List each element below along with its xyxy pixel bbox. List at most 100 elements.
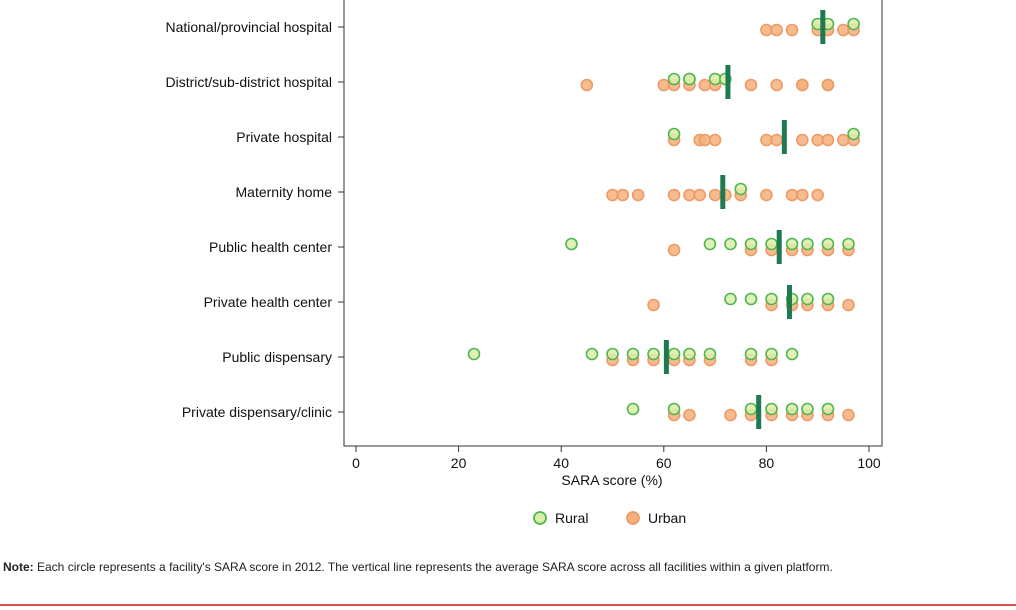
plot-area [343, 0, 883, 447]
rural-point [626, 347, 640, 361]
rural-point [565, 237, 578, 251]
rural-point [842, 237, 855, 251]
y-tick-label: Maternity home [236, 184, 333, 200]
sara-score-chart: National/provincial hospital District/sub… [165, 0, 883, 526]
x-tick-label: 40 [553, 455, 569, 471]
y-tick-label: Public dispensary [222, 349, 332, 365]
urban-point [606, 188, 619, 202]
average-line [756, 395, 762, 429]
average-line [725, 65, 731, 99]
rural-point [765, 292, 778, 306]
x-tick-label: 100 [857, 455, 881, 471]
urban-point [770, 78, 783, 92]
rural-point [821, 402, 835, 416]
y-tick-label: Public health center [209, 239, 332, 255]
rural-point [765, 347, 778, 361]
average-line [720, 175, 726, 209]
rural-point [724, 292, 737, 306]
rural-point [708, 72, 722, 86]
rural-legend-marker [533, 511, 547, 525]
urban-point [821, 133, 835, 147]
urban-point [708, 133, 722, 147]
rural-point [703, 347, 717, 361]
urban-point [760, 23, 773, 37]
urban-point [760, 188, 773, 202]
x-tick-label: 20 [451, 455, 467, 471]
rural-point [785, 237, 799, 251]
rural-point [847, 17, 860, 31]
footer-divider [0, 604, 1016, 606]
urban-point [631, 188, 645, 202]
average-line [663, 340, 669, 374]
urban-point [744, 78, 758, 92]
y-axis: National/provincial hospital District/sub… [165, 19, 344, 420]
rural-point [667, 127, 681, 141]
urban-point [667, 188, 681, 202]
urban-point [698, 133, 712, 147]
urban-point [693, 188, 707, 202]
y-tick-label: Private dispensary/clinic [182, 404, 332, 420]
rural-legend-label: Rural [555, 510, 588, 526]
urban-point [683, 188, 696, 202]
urban-point [837, 133, 850, 147]
urban-point [811, 133, 825, 147]
urban-point [616, 188, 630, 202]
rural-point [765, 237, 778, 251]
plot-frame [343, 0, 883, 447]
x-tick-label: 60 [656, 455, 672, 471]
note: Note: Each circle represents a facility'… [3, 560, 833, 574]
rural-point [847, 127, 860, 141]
rural-point [667, 72, 681, 86]
x-axis-title: SARA score (%) [561, 472, 662, 488]
rural-point [667, 347, 681, 361]
urban-point [785, 188, 799, 202]
rural-point [703, 237, 717, 251]
rural-point [744, 237, 758, 251]
rural-point [683, 347, 696, 361]
rural-point [734, 182, 748, 196]
x-tick-label: 80 [759, 455, 775, 471]
rural-point [744, 402, 758, 416]
rural-point [785, 402, 799, 416]
y-tick-label: Private health center [204, 294, 333, 310]
rural-point [765, 402, 778, 416]
rural-point [821, 292, 835, 306]
urban-point [785, 23, 799, 37]
urban-point [770, 133, 783, 147]
urban-point [837, 23, 850, 37]
x-tick-label: 0 [352, 455, 360, 471]
rural-point [683, 72, 696, 86]
rural-point [647, 347, 660, 361]
rural-point [667, 402, 681, 416]
note-text: Each circle represents a facility's SARA… [33, 560, 833, 574]
rural-point [821, 237, 835, 251]
urban-point [796, 188, 809, 202]
rural-point [585, 347, 599, 361]
rural-point [801, 292, 814, 306]
urban-legend-marker [626, 511, 640, 525]
urban-point [796, 133, 809, 147]
rural-point [626, 402, 640, 416]
urban-point [708, 188, 722, 202]
urban-point [698, 78, 712, 92]
urban-point [647, 298, 660, 312]
y-tick-label: Private hospital [236, 129, 332, 145]
average-lines [663, 10, 826, 429]
urban-legend-label: Urban [648, 510, 686, 526]
urban-point [770, 23, 783, 37]
note-label: Note: [3, 560, 34, 574]
rural-point [744, 292, 758, 306]
urban-point [842, 408, 855, 422]
rural-point [801, 402, 814, 416]
rural-point [744, 347, 758, 361]
rural-point [606, 347, 619, 361]
urban-point [667, 243, 681, 257]
rural-point [785, 347, 799, 361]
x-axis: 0 20 40 60 80 100 [352, 446, 881, 471]
data-points [467, 17, 860, 422]
rural-point [801, 237, 814, 251]
rural-point [467, 347, 481, 361]
average-line [820, 10, 826, 44]
legend: Rural Urban [533, 510, 686, 526]
average-line [786, 285, 792, 319]
